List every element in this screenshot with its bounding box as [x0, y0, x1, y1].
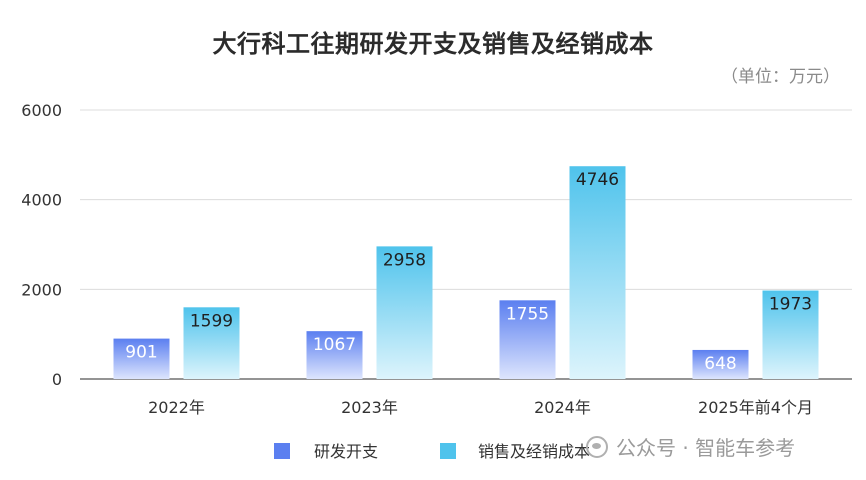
legend-swatch[interactable] [274, 443, 290, 459]
y-axis-ticks: 0 2000 4000 6000 [21, 101, 62, 389]
data-label: 1599 [190, 311, 233, 331]
x-tick-label: 2022年 [148, 398, 205, 417]
y-tick-label: 0 [52, 370, 62, 389]
x-tick-label: 2025年前4个月 [698, 398, 813, 417]
bar-sales [183, 307, 240, 379]
data-label: 648 [704, 354, 736, 374]
data-labels: 901 1599 1067 2958 1755 4746 648 1973 [125, 170, 812, 374]
bar-sales [762, 290, 819, 379]
bar-rd [692, 349, 749, 379]
bar-rd [499, 300, 556, 379]
data-label: 901 [125, 343, 157, 363]
y-tick-label: 2000 [21, 280, 62, 299]
legend-swatch[interactable] [440, 443, 456, 459]
wechat-icon [586, 435, 608, 458]
unit-note: （单位：万元） [721, 67, 840, 87]
y-tick-label: 6000 [21, 101, 62, 120]
chart-title: 大行科工往期研发开支及销售及经销成本 [212, 30, 654, 58]
bars [113, 166, 819, 379]
bar-sales [569, 166, 626, 379]
x-tick-label: 2023年 [341, 398, 398, 417]
watermark-text: 公众号 · 智能车参考 [616, 436, 796, 460]
bar-rd [113, 338, 170, 379]
legend-label[interactable]: 研发开支 [314, 442, 378, 461]
data-label: 1755 [506, 304, 549, 324]
legend: 研发开支 销售及经销成本 [274, 442, 590, 461]
data-label: 4746 [576, 170, 619, 190]
data-label: 1973 [769, 295, 812, 315]
bar-rd [306, 331, 363, 379]
x-tick-label: 2024年 [534, 398, 591, 417]
bar-sales [376, 246, 433, 379]
data-label: 2958 [383, 250, 426, 270]
data-label: 1067 [313, 335, 356, 355]
watermark: 公众号 · 智能车参考 [586, 432, 795, 461]
legend-label[interactable]: 销售及经销成本 [478, 442, 590, 461]
y-tick-label: 4000 [21, 191, 62, 210]
x-axis-ticks: 2022年 2023年 2024年 2025年前4个月 [148, 398, 813, 417]
